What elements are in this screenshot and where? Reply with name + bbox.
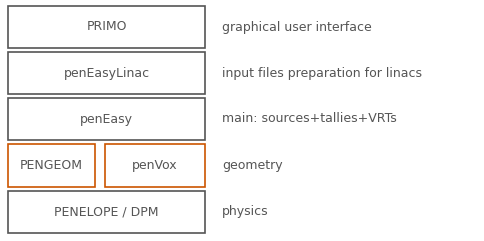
Text: input files preparation for linacs: input files preparation for linacs <box>222 67 422 80</box>
Text: penEasyLinac: penEasyLinac <box>63 67 150 80</box>
Bar <box>8 6 205 48</box>
Text: PENGEOM: PENGEOM <box>20 159 83 172</box>
Text: physics: physics <box>222 206 269 219</box>
Text: graphical user interface: graphical user interface <box>222 20 372 33</box>
Text: main: sources+tallies+VRTs: main: sources+tallies+VRTs <box>222 113 397 126</box>
Text: PRIMO: PRIMO <box>86 20 127 33</box>
Bar <box>8 191 205 233</box>
Text: PENELOPE / DPM: PENELOPE / DPM <box>54 206 159 219</box>
Bar <box>8 52 205 94</box>
Text: penEasy: penEasy <box>80 113 133 126</box>
Bar <box>105 144 205 187</box>
Bar <box>8 144 95 187</box>
Text: geometry: geometry <box>222 159 283 172</box>
Text: penVox: penVox <box>132 159 178 172</box>
Bar <box>8 98 205 140</box>
